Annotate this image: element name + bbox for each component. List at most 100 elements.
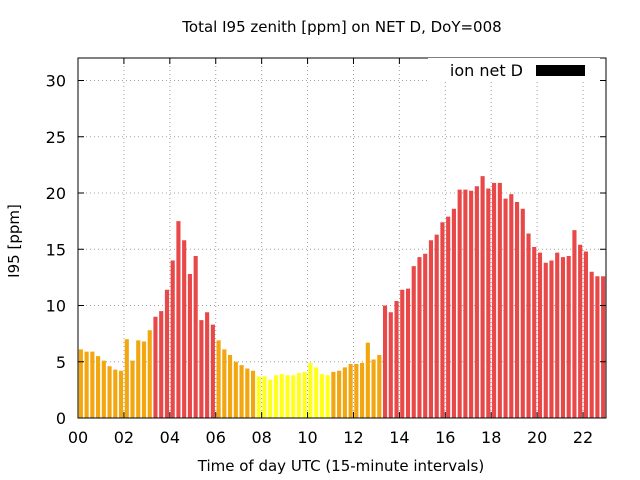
bar xyxy=(354,364,359,418)
bar xyxy=(245,368,250,418)
bar xyxy=(503,198,508,419)
bar xyxy=(451,208,456,418)
bar xyxy=(141,341,147,418)
bar xyxy=(560,257,566,419)
bar xyxy=(532,247,537,418)
bar xyxy=(308,362,313,419)
bar xyxy=(457,189,462,419)
bar xyxy=(325,375,330,418)
bar xyxy=(555,252,560,419)
bar xyxy=(480,176,485,419)
bar xyxy=(176,221,181,419)
grid xyxy=(78,58,606,418)
bar xyxy=(130,360,135,419)
axis-ticks: 0 5 10 15 20 25 30 00 02 04 06 08 10 12 14 16 18 20 22 xyxy=(46,58,606,447)
bar xyxy=(377,355,382,418)
bar xyxy=(268,379,273,418)
bar xyxy=(273,375,279,418)
bar xyxy=(434,234,439,419)
bar xyxy=(469,190,474,418)
bar xyxy=(107,366,112,418)
bar xyxy=(153,316,158,418)
bar xyxy=(342,367,347,419)
bar xyxy=(509,194,514,418)
bar xyxy=(428,240,434,418)
bar xyxy=(572,230,577,419)
bar xyxy=(423,253,428,418)
bar xyxy=(118,370,124,418)
bar xyxy=(319,374,324,419)
bar xyxy=(497,182,502,418)
bar xyxy=(164,289,170,418)
x-tick-label: 06 xyxy=(206,428,226,447)
bar xyxy=(279,374,284,419)
bar xyxy=(205,312,210,418)
bar xyxy=(170,260,175,418)
bar xyxy=(113,369,118,419)
bar xyxy=(348,364,353,418)
bar xyxy=(291,375,296,418)
bar xyxy=(90,351,95,419)
bar xyxy=(492,182,497,418)
y-axis-title: I95 [ppm] xyxy=(5,204,23,278)
bar xyxy=(411,266,416,419)
bar xyxy=(601,276,606,418)
y-tick-label: 25 xyxy=(46,128,66,147)
bar xyxy=(187,274,192,418)
x-tick-label: 08 xyxy=(251,428,271,447)
bar xyxy=(440,222,445,418)
bar xyxy=(147,330,152,418)
x-tick-label: 02 xyxy=(114,428,134,447)
bar xyxy=(589,271,594,418)
bar xyxy=(314,367,319,419)
bar xyxy=(520,208,525,418)
bar xyxy=(96,356,101,419)
bar xyxy=(216,340,221,419)
bar xyxy=(78,349,83,419)
y-tick-label: 10 xyxy=(46,297,66,316)
bar xyxy=(526,233,531,418)
bar xyxy=(549,260,554,418)
legend-swatch xyxy=(536,65,585,76)
chart-title: Total I95 zenith [ppm] on NET D, DoY=008 xyxy=(181,18,501,36)
x-tick-label: 16 xyxy=(435,428,455,447)
y-tick-label: 0 xyxy=(56,409,66,428)
bar xyxy=(182,240,187,418)
bar xyxy=(302,371,307,419)
bar xyxy=(360,362,365,419)
bar xyxy=(285,375,290,418)
x-tick-label: 22 xyxy=(573,428,593,447)
x-tick-label: 10 xyxy=(297,428,317,447)
bar xyxy=(124,339,129,418)
bar xyxy=(405,288,411,419)
bar xyxy=(365,342,370,419)
bar xyxy=(486,188,491,418)
y-tick-label: 30 xyxy=(46,72,66,91)
bar xyxy=(262,376,267,419)
legend: ion net D xyxy=(428,58,600,82)
bar xyxy=(193,256,198,418)
bar xyxy=(514,202,520,418)
bar xyxy=(199,320,204,419)
bar xyxy=(250,370,256,418)
bar xyxy=(228,355,233,418)
plot-frame xyxy=(77,57,607,419)
y-tick-label: 15 xyxy=(46,240,66,259)
bar xyxy=(136,340,141,419)
bar xyxy=(233,361,238,418)
bar xyxy=(256,376,261,419)
bar xyxy=(595,276,600,418)
bar xyxy=(578,244,583,418)
bar xyxy=(296,373,302,418)
bar xyxy=(159,311,164,419)
bar xyxy=(394,301,399,418)
bar xyxy=(101,360,106,419)
y-tick-label: 20 xyxy=(46,184,66,203)
bar xyxy=(382,305,388,418)
x-axis-title: Time of day UTC (15-minute intervals) xyxy=(197,457,484,475)
bar xyxy=(371,359,376,418)
bar xyxy=(566,256,571,418)
bar xyxy=(537,252,543,419)
